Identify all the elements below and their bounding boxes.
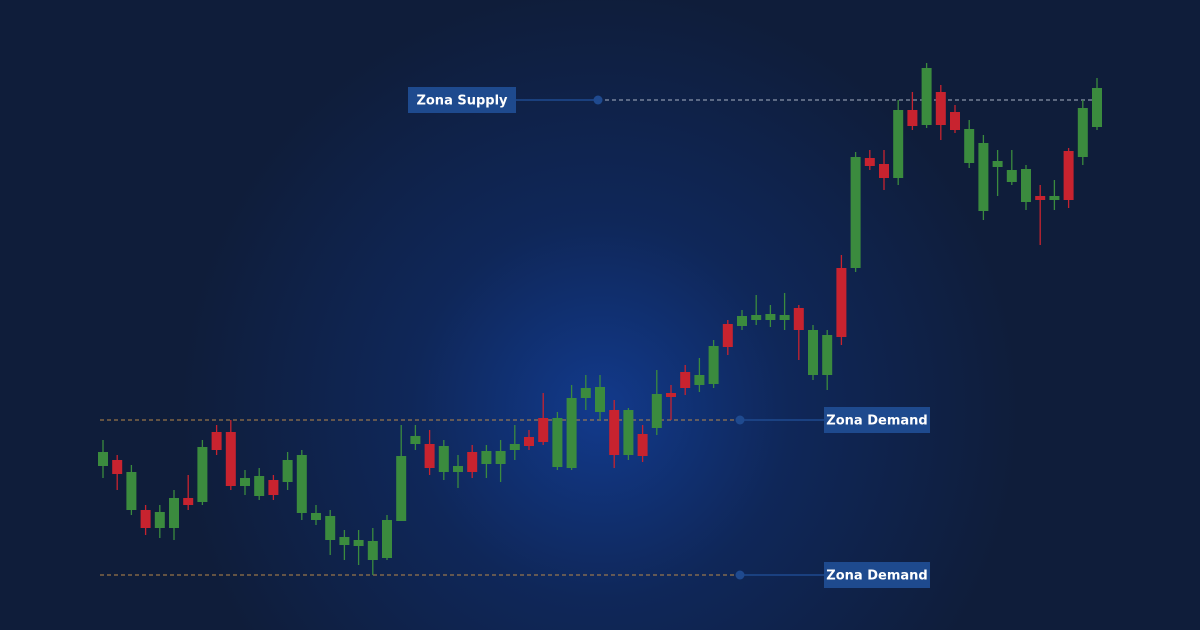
candle-body: [98, 452, 108, 466]
level-dot: [593, 95, 603, 105]
candle-body: [694, 375, 705, 385]
candle-body: [154, 512, 165, 528]
candle-body: [722, 324, 733, 347]
candle-body: [651, 394, 662, 428]
candle-body: [311, 513, 321, 520]
candle-body: [140, 510, 151, 528]
candle-body: [353, 540, 364, 546]
candle-body: [879, 164, 889, 178]
candle-body: [552, 418, 563, 467]
candle-body: [978, 143, 989, 211]
level-label: Zona Demand: [826, 414, 927, 429]
candle-body: [509, 444, 520, 450]
candle-body: [112, 460, 123, 474]
candle-body: [566, 398, 577, 468]
candle-body: [836, 268, 847, 337]
candle-body: [396, 456, 407, 521]
candle-body: [793, 308, 804, 330]
candle-body: [254, 476, 265, 496]
candle-body: [538, 418, 549, 442]
candle-body: [1035, 196, 1046, 200]
candle-body: [367, 541, 378, 560]
candle-body: [921, 68, 932, 125]
candle-body: [495, 451, 506, 464]
candle-body: [1063, 151, 1074, 200]
candle-body: [893, 110, 904, 178]
level-label: Zona Supply: [416, 94, 508, 109]
candle-body: [609, 410, 620, 455]
candle-body: [382, 520, 392, 558]
candle-body: [225, 432, 236, 486]
candle-body: [580, 388, 591, 398]
candle-body: [935, 92, 946, 125]
level-dot: [735, 415, 745, 425]
candle-body: [964, 129, 975, 163]
candle-body: [1049, 196, 1060, 200]
candle-body: [680, 372, 691, 388]
candle-body: [410, 436, 421, 444]
candle-body: [1077, 108, 1088, 157]
candle-body: [268, 480, 279, 495]
candle-body: [211, 432, 222, 450]
candle-body: [240, 478, 250, 486]
candle-body: [1092, 88, 1102, 127]
candle-body: [453, 466, 463, 472]
candle-body: [637, 434, 648, 456]
candle-body: [481, 451, 492, 464]
candle-body: [1021, 169, 1031, 202]
level-dot: [735, 570, 745, 580]
candle-body: [992, 161, 1003, 167]
candle-body: [169, 498, 179, 528]
candle-body: [1006, 170, 1017, 182]
label-box: [824, 407, 930, 433]
candle-body: [737, 316, 747, 326]
candle-body: [339, 537, 350, 545]
candle-body: [864, 158, 875, 166]
candle-body: [325, 516, 336, 540]
candle-body: [438, 446, 449, 472]
candle-body: [822, 335, 833, 375]
candle-body: [424, 444, 435, 468]
candle-body: [183, 498, 194, 505]
candle-body: [467, 452, 478, 472]
candle-body: [623, 410, 634, 455]
candle-body: [282, 460, 293, 482]
label-box: [408, 87, 516, 113]
candle-body: [751, 315, 762, 320]
candle-body: [708, 346, 719, 384]
candle-body: [666, 393, 676, 397]
candle-body: [197, 447, 208, 502]
candle-body: [850, 157, 861, 268]
candle-body: [808, 330, 818, 375]
candle-body: [296, 455, 307, 513]
candle-body: [779, 315, 790, 320]
candle-body: [524, 437, 534, 446]
candle-body: [126, 472, 137, 510]
candle-body: [950, 112, 960, 130]
candle-body: [907, 110, 918, 126]
level-label: Zona Demand: [826, 569, 927, 584]
label-box: [824, 562, 930, 588]
candle-body: [765, 314, 776, 320]
candle-body: [595, 387, 605, 412]
